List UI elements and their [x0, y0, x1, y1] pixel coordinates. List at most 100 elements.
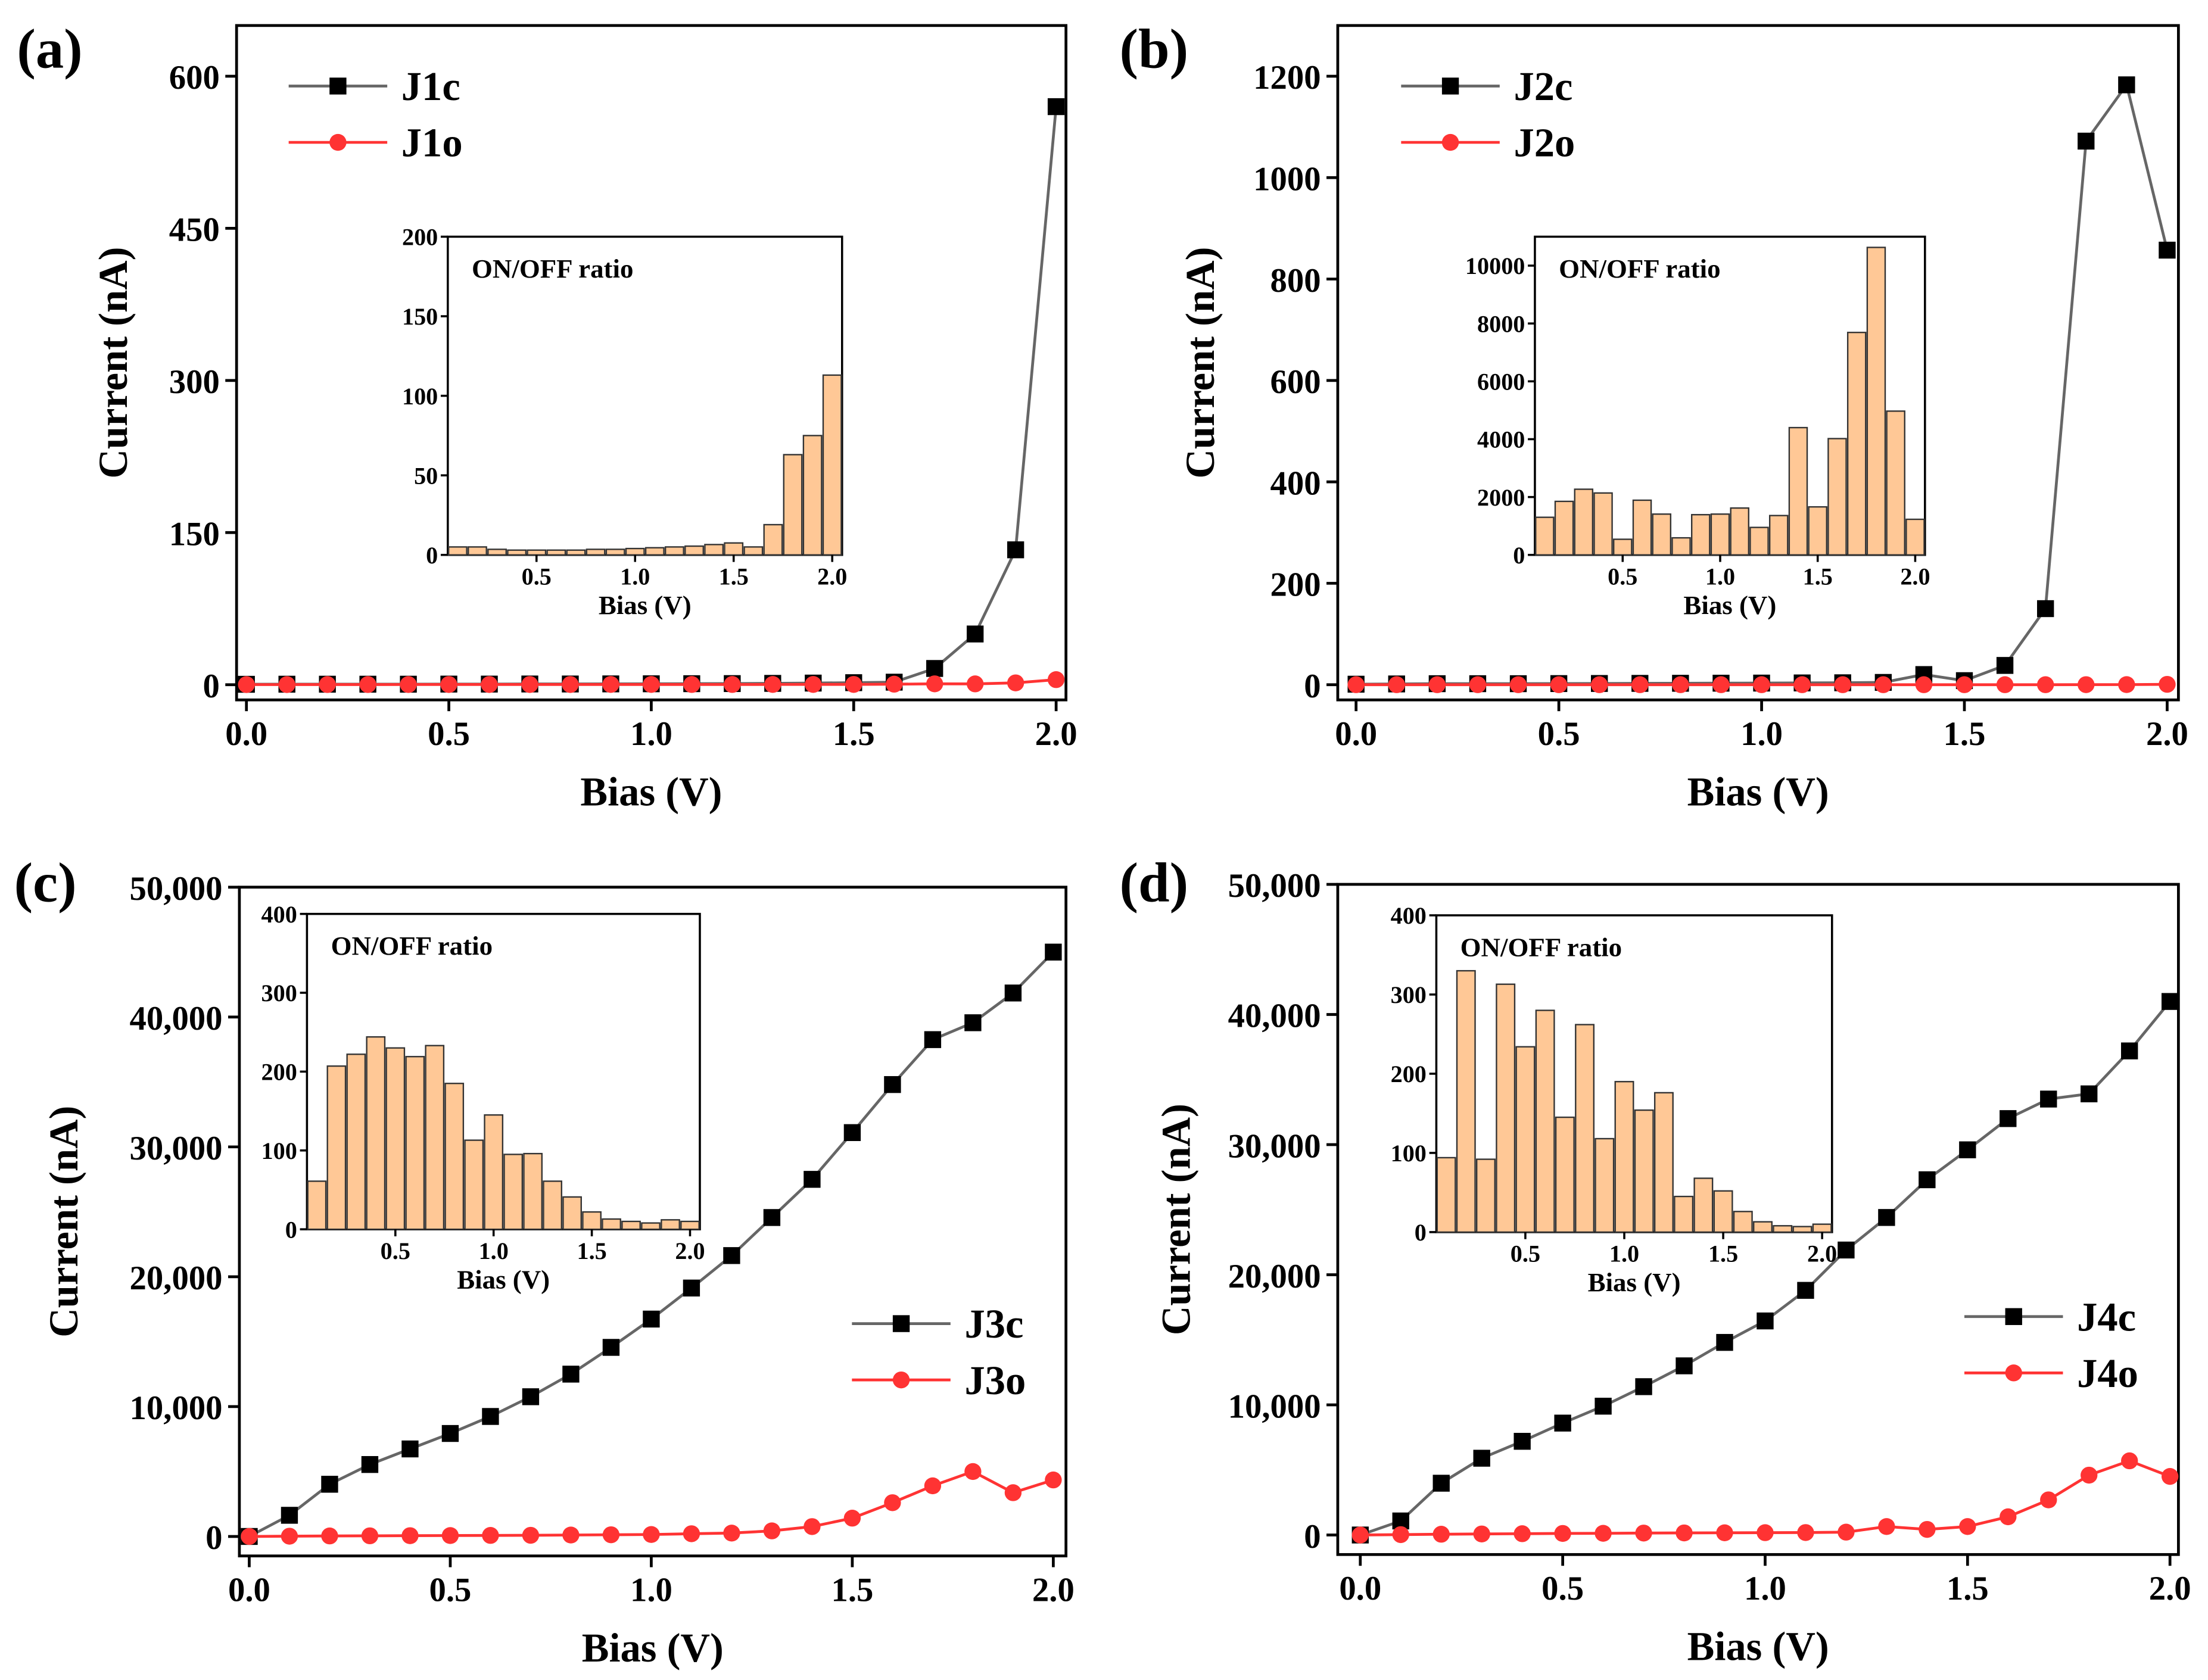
inset-title: ON/OFF ratio	[331, 931, 493, 961]
data-point-J3o	[723, 1525, 740, 1542]
inset-bar	[724, 542, 744, 556]
inset-x-tick-label: 1.5	[577, 1238, 606, 1264]
data-point-J3o	[1045, 1471, 1062, 1489]
inset-bar	[307, 1180, 327, 1230]
inset-bar	[582, 1211, 602, 1230]
inset-x-tick-label: 2.0	[675, 1238, 705, 1264]
data-point-J1o	[400, 676, 417, 693]
inset-y-tick-label: 200	[261, 1059, 297, 1086]
data-point-J3o	[804, 1518, 821, 1535]
inset-bar	[1535, 516, 1555, 556]
inset-y-tick-label: 100	[402, 383, 438, 410]
y-tick-label: 0	[1304, 668, 1321, 705]
panel-b: (b) 0.0 0.5 1.0 1.5 2.0 0 200 400 600 800 1000 1200 B…	[1120, 18, 2188, 815]
data-point-J4c	[1757, 1312, 1774, 1330]
data-point-J1o	[319, 676, 336, 693]
inset-bar	[468, 546, 487, 556]
y-tick-label: 40,000	[130, 1000, 223, 1037]
data-point-J1o	[845, 676, 862, 693]
inset-bar	[1456, 970, 1476, 1233]
data-point-J1o	[926, 675, 943, 693]
inset-y-tick-label: 50	[414, 462, 438, 489]
data-point-J3o	[441, 1527, 459, 1544]
inset-bar	[425, 1045, 445, 1230]
inset-bar	[326, 1065, 347, 1230]
data-point-J1o	[359, 676, 376, 693]
data-point-J2o	[1753, 676, 1770, 693]
data-point-J2o	[2159, 675, 2176, 693]
legend-marker	[329, 133, 347, 151]
data-point-J3c	[401, 1440, 419, 1458]
data-point-J4c	[1595, 1398, 1612, 1415]
data-point-J4o	[2121, 1452, 2138, 1470]
y-axis-label: Current (nA)	[91, 247, 136, 479]
inset-bar	[1693, 1177, 1714, 1233]
data-point-J3c	[1045, 943, 1062, 961]
inset-bar	[665, 546, 684, 556]
x-axis-label: Bias (V)	[580, 769, 722, 815]
data-point-J4c	[1513, 1433, 1531, 1450]
data-point-J4o	[1392, 1526, 1409, 1544]
inset-bar	[1476, 1158, 1496, 1233]
data-point-J4c	[1635, 1378, 1652, 1395]
y-tick-label: 10,000	[130, 1389, 223, 1427]
inset-frame	[1435, 914, 1833, 1233]
data-point-J4o	[1878, 1518, 1895, 1535]
data-point-J4c	[1473, 1450, 1490, 1467]
x-tick-label: 0.0	[225, 715, 267, 753]
data-point-J1o	[683, 676, 700, 693]
data-point-J1o	[886, 675, 903, 693]
inset-bar	[1671, 537, 1691, 556]
data-point-J2o	[1793, 676, 1811, 693]
inset-bar	[743, 546, 764, 556]
data-point-J4o	[1635, 1525, 1652, 1542]
data-point-J1o	[805, 676, 822, 693]
plot-frame	[238, 886, 1068, 1558]
inset-y-tick-label: 100	[261, 1137, 297, 1164]
data-point-J3o	[763, 1522, 781, 1539]
data-point-J4c	[1797, 1282, 1814, 1299]
y-tick-label: 300	[169, 363, 220, 401]
inset-x-tick-label: 2.0	[1900, 563, 1930, 590]
inset-bar	[464, 1139, 484, 1230]
data-point-J3o	[361, 1527, 379, 1545]
inset-y-tick-label: 6000	[1477, 369, 1525, 395]
inset-bar	[1436, 1157, 1456, 1233]
data-point-J4c	[1554, 1414, 1571, 1432]
data-point-J4c	[1676, 1357, 1693, 1374]
inset-bar	[1753, 1221, 1773, 1233]
data-point-J4o	[1351, 1526, 1369, 1544]
data-point-J2o	[1347, 676, 1365, 693]
inset-frame	[447, 235, 843, 556]
inset-x-tick-label: 2.0	[1807, 1240, 1837, 1267]
data-point-J4o	[1595, 1525, 1612, 1542]
data-point-J2o	[1915, 676, 1933, 693]
x-tick-label: 1.0	[1744, 1570, 1786, 1607]
inset-bar	[763, 523, 783, 556]
inset-bar	[484, 1114, 504, 1230]
data-point-J3o	[522, 1526, 540, 1544]
data-point-J3c	[964, 1014, 982, 1031]
x-tick-label: 1.0	[1740, 715, 1783, 753]
data-point-J4o	[1919, 1520, 1936, 1538]
inset-bar	[1632, 499, 1652, 556]
data-point-J4o	[2081, 1466, 2098, 1484]
data-point-J3c	[804, 1171, 821, 1188]
inset-bar	[1634, 1109, 1654, 1233]
inset-bar	[586, 548, 606, 556]
y-axis-label: Current (nA)	[41, 1106, 86, 1338]
x-tick-label: 0.0	[228, 1571, 270, 1609]
inset-y-tick-label: 0	[1513, 542, 1525, 569]
x-axis-label: Bias (V)	[1687, 1624, 1829, 1669]
data-point-J3c	[562, 1366, 580, 1383]
inset-bar	[543, 1180, 562, 1230]
inset-frame	[1534, 235, 1926, 556]
data-point-J1o	[1047, 671, 1065, 688]
data-point-J1o	[643, 676, 660, 693]
data-point-J4o	[1513, 1525, 1531, 1542]
legend-label: J2o	[1513, 120, 1575, 166]
data-point-J3c	[522, 1388, 540, 1405]
data-point-J3o	[683, 1525, 700, 1542]
data-point-J4o	[2040, 1491, 2057, 1508]
data-point-J3o	[924, 1477, 942, 1495]
